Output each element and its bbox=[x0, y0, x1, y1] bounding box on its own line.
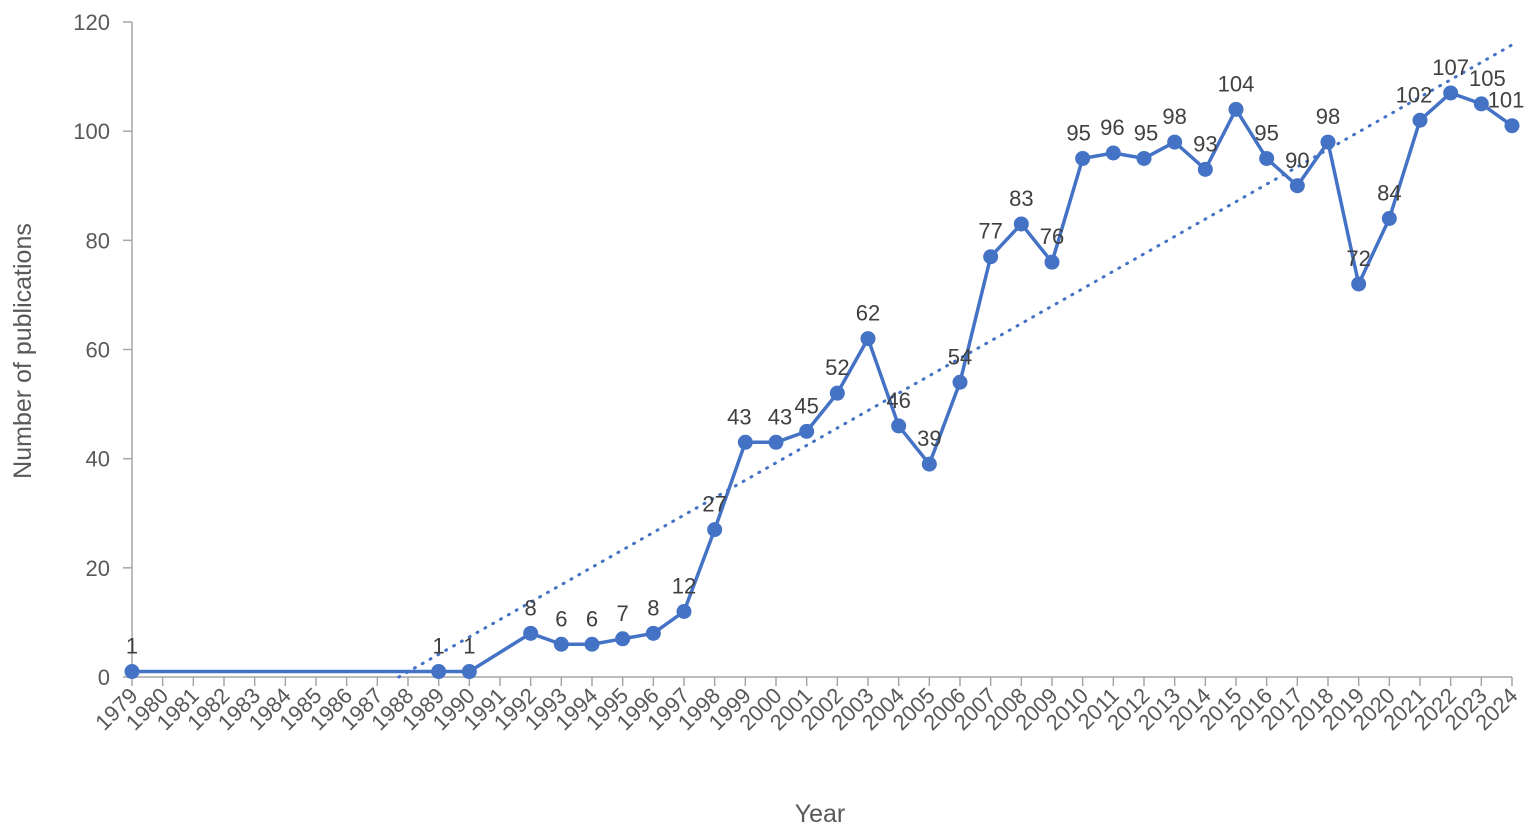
data-point-marker bbox=[584, 636, 600, 652]
y-tick-label: 100 bbox=[73, 119, 110, 144]
data-point-marker bbox=[1044, 254, 1060, 270]
data-point-marker bbox=[1504, 118, 1520, 134]
data-point-marker bbox=[1443, 85, 1459, 101]
data-point-marker bbox=[1381, 211, 1397, 226]
series-line bbox=[132, 91, 1514, 674]
data-point-label: 96 bbox=[1100, 115, 1124, 140]
data-point-label: 6 bbox=[586, 606, 598, 631]
data-point-marker bbox=[1013, 216, 1029, 232]
data-point-label: 8 bbox=[647, 595, 659, 620]
data-point-marker bbox=[1351, 276, 1367, 292]
y-tick-label: 40 bbox=[86, 447, 110, 472]
data-point-marker bbox=[952, 374, 968, 390]
y-tick-label: 0 bbox=[98, 665, 110, 690]
data-point-label: 98 bbox=[1316, 104, 1340, 129]
data-point-marker bbox=[676, 604, 692, 619]
data-point-label: 83 bbox=[1009, 186, 1033, 211]
data-point-marker bbox=[1075, 150, 1091, 166]
data-point-label: 76 bbox=[1040, 224, 1064, 249]
data-point-label: 102 bbox=[1396, 82, 1433, 107]
data-point-marker bbox=[799, 423, 815, 439]
data-point-label: 54 bbox=[948, 344, 972, 369]
data-point-label: 90 bbox=[1285, 148, 1309, 173]
data-point-label: 98 bbox=[1162, 104, 1186, 129]
data-point-label: 1 bbox=[463, 634, 475, 659]
data-point-label: 107 bbox=[1432, 55, 1469, 80]
data-point-marker bbox=[615, 631, 631, 647]
data-point-label: 39 bbox=[917, 426, 941, 451]
trendline bbox=[397, 43, 1514, 679]
data-point-marker bbox=[461, 664, 477, 680]
data-point-label: 8 bbox=[525, 595, 537, 620]
y-tick-label: 120 bbox=[73, 10, 110, 35]
data-point-marker bbox=[1228, 101, 1244, 117]
data-point-marker bbox=[1136, 150, 1152, 166]
data-point-marker bbox=[523, 625, 539, 641]
y-tick-label: 20 bbox=[86, 556, 110, 581]
data-point-marker bbox=[768, 434, 784, 450]
data-point-marker bbox=[829, 385, 845, 401]
data-point-marker bbox=[1473, 96, 1489, 112]
data-point-label: 12 bbox=[672, 574, 696, 599]
data-point-marker bbox=[1412, 112, 1428, 128]
data-point-label: 101 bbox=[1488, 88, 1525, 113]
data-point-label: 105 bbox=[1469, 66, 1506, 91]
data-point-label: 27 bbox=[702, 492, 726, 517]
data-point-label: 104 bbox=[1218, 71, 1255, 96]
data-point-label: 46 bbox=[886, 388, 910, 413]
data-point-marker bbox=[737, 434, 753, 450]
data-point-marker bbox=[1167, 134, 1183, 150]
data-point-label: 95 bbox=[1134, 120, 1158, 145]
data-point-marker bbox=[124, 664, 140, 680]
data-point-marker bbox=[860, 331, 876, 347]
data-point-label: 84 bbox=[1377, 181, 1401, 206]
data-point-label: 52 bbox=[825, 355, 849, 380]
data-point-label: 93 bbox=[1193, 131, 1217, 156]
data-point-marker bbox=[431, 664, 447, 680]
data-point-label: 72 bbox=[1346, 246, 1370, 271]
data-point-marker bbox=[1259, 150, 1275, 166]
series-polyline bbox=[132, 91, 1514, 674]
data-point-marker bbox=[1320, 134, 1336, 150]
data-point-label: 95 bbox=[1066, 120, 1090, 145]
data-point-marker bbox=[921, 456, 937, 472]
y-axis-title: Number of publications bbox=[9, 223, 37, 479]
data-point-label: 45 bbox=[794, 393, 818, 418]
data-point-marker bbox=[707, 522, 723, 538]
y-tick-label: 80 bbox=[86, 228, 110, 253]
y-axis: 0 20 40 60 80 100 120 bbox=[73, 10, 133, 690]
data-point-marker bbox=[553, 636, 569, 652]
linear-trendline bbox=[397, 43, 1514, 679]
data-point-marker bbox=[891, 418, 907, 434]
data-point-label: 77 bbox=[978, 219, 1002, 244]
data-point-marker bbox=[1105, 145, 1121, 161]
data-point-marker bbox=[1289, 178, 1305, 194]
data-point-label: 43 bbox=[768, 404, 792, 429]
data-point-label: 7 bbox=[617, 601, 629, 626]
y-tick-label: 60 bbox=[86, 338, 110, 363]
data-point-marker bbox=[1197, 161, 1213, 177]
data-point-label: 6 bbox=[555, 606, 567, 631]
data-point-label: 62 bbox=[856, 301, 880, 326]
data-point-label: 1 bbox=[433, 634, 445, 659]
data-point-marker bbox=[983, 249, 999, 265]
data-point-label: 1 bbox=[126, 634, 138, 659]
x-axis-title: Year bbox=[795, 800, 846, 828]
x-axis: 1979198019811982198319841985198619871988… bbox=[90, 676, 1523, 735]
data-point-label: 43 bbox=[727, 404, 751, 429]
data-point-marker bbox=[645, 625, 661, 641]
data-markers bbox=[124, 85, 1520, 680]
data-point-label: 95 bbox=[1254, 120, 1278, 145]
